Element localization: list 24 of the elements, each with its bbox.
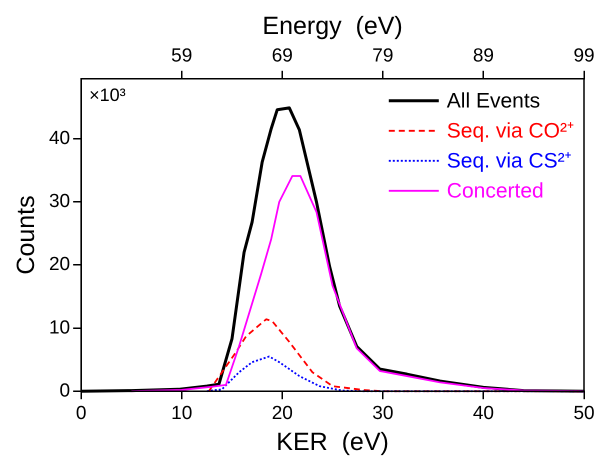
legend-label: Concerted — [446, 180, 544, 203]
x-tick-label: 10 — [171, 402, 192, 424]
x-tick-label: 20 — [272, 402, 293, 424]
x2-tick-label: 99 — [573, 46, 595, 67]
legend-label: All Events — [446, 90, 540, 113]
x2-tick-label: 69 — [272, 46, 293, 67]
x-axis-title: KER (eV) — [276, 428, 389, 456]
annotation: ×10³ — [89, 84, 126, 105]
x-tick-label: 30 — [372, 402, 394, 424]
legend-label: Seq. via CS²⁺ — [446, 150, 572, 173]
y-tick-label: 20 — [48, 254, 70, 276]
y-tick-label: 10 — [48, 317, 70, 338]
y-axis-title: Counts — [12, 195, 40, 275]
x2-axis-title: Energy (eV) — [262, 12, 403, 40]
x2-tick-label: 89 — [472, 46, 494, 67]
y-tick-label: 30 — [48, 191, 70, 212]
y-tick-label: 0 — [60, 380, 70, 402]
x-tick-label: 50 — [573, 402, 595, 424]
y-tick-label: 40 — [48, 128, 70, 149]
x-tick-label: 40 — [472, 402, 494, 424]
x2-tick-label: 79 — [372, 46, 394, 67]
x2-tick-label: 59 — [171, 46, 192, 67]
legend-label: Seq. via CO²⁺ — [446, 120, 574, 143]
x-tick-label: 0 — [76, 402, 86, 424]
